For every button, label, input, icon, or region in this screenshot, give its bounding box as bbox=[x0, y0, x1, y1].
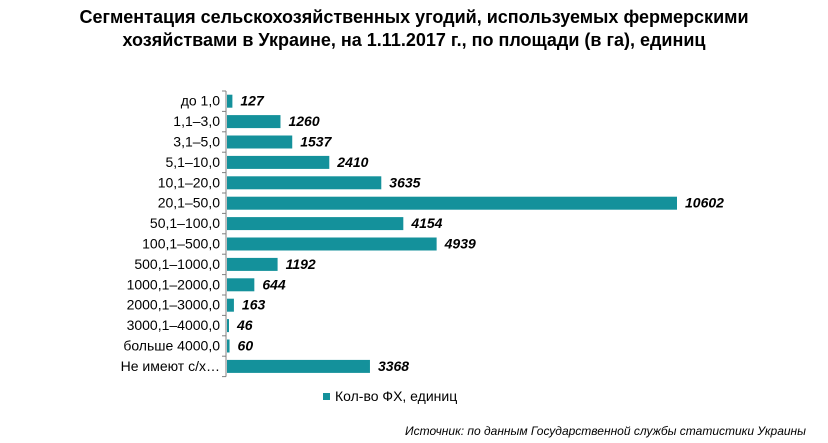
data-label: 163 bbox=[242, 297, 266, 313]
category-label: 3000,1–4000,0 bbox=[127, 317, 221, 333]
bar bbox=[227, 319, 229, 333]
bar bbox=[227, 115, 281, 129]
category-label: 50,1–100,0 bbox=[150, 215, 220, 231]
legend-swatch bbox=[323, 393, 330, 400]
category-label: 20,1–50,0 bbox=[158, 195, 220, 211]
category-label: 5,1–10,0 bbox=[166, 154, 221, 170]
legend-label: Кол-во ФХ, единиц bbox=[335, 388, 457, 404]
data-label: 1537 bbox=[300, 134, 332, 150]
bar bbox=[227, 155, 330, 169]
bar bbox=[227, 298, 234, 312]
bar bbox=[227, 94, 233, 108]
bar bbox=[227, 217, 404, 231]
category-label: 10,1–20,0 bbox=[158, 174, 220, 190]
data-label: 3368 bbox=[378, 358, 409, 374]
data-label: 60 bbox=[238, 338, 254, 354]
bar bbox=[227, 196, 677, 210]
category-label: 100,1–500,0 bbox=[142, 236, 220, 252]
data-label: 46 bbox=[236, 317, 253, 333]
category-label: 1,1–3,0 bbox=[173, 113, 220, 129]
source-note: Источник: по данным Государственной служ… bbox=[405, 424, 806, 438]
category-label: до 1,0 bbox=[181, 93, 221, 109]
category-label: больше 4000,0 bbox=[123, 338, 220, 354]
category-label: 3,1–5,0 bbox=[173, 134, 220, 150]
chart-title-line-2: хозяйствами в Украине, на 1.11.2017 г., … bbox=[122, 30, 706, 50]
category-label: 1000,1–2000,0 bbox=[127, 276, 221, 292]
bar bbox=[227, 359, 370, 373]
data-label: 1260 bbox=[288, 113, 319, 129]
data-label: 4154 bbox=[410, 215, 442, 231]
data-label: 3635 bbox=[389, 174, 420, 190]
bar bbox=[227, 257, 278, 271]
chart-title-line-1: Сегментация сельскохозяйственных угодий,… bbox=[79, 7, 749, 27]
bar bbox=[227, 339, 230, 353]
data-label: 644 bbox=[262, 276, 286, 292]
chart-title: Сегментация сельскохозяйственных угодий,… bbox=[0, 6, 828, 52]
bar bbox=[227, 237, 437, 251]
category-label: 500,1–1000,0 bbox=[134, 256, 220, 272]
data-label: 1192 bbox=[286, 256, 316, 272]
data-label: 127 bbox=[240, 93, 265, 109]
category-label: Не имеют с/х… bbox=[121, 358, 220, 374]
bar bbox=[227, 135, 293, 149]
data-label: 10602 bbox=[685, 195, 724, 211]
data-label: 2410 bbox=[336, 154, 368, 170]
category-label: 2000,1–3000,0 bbox=[127, 297, 221, 313]
data-label: 4939 bbox=[444, 236, 476, 252]
bar bbox=[227, 278, 255, 292]
bar bbox=[227, 176, 382, 190]
